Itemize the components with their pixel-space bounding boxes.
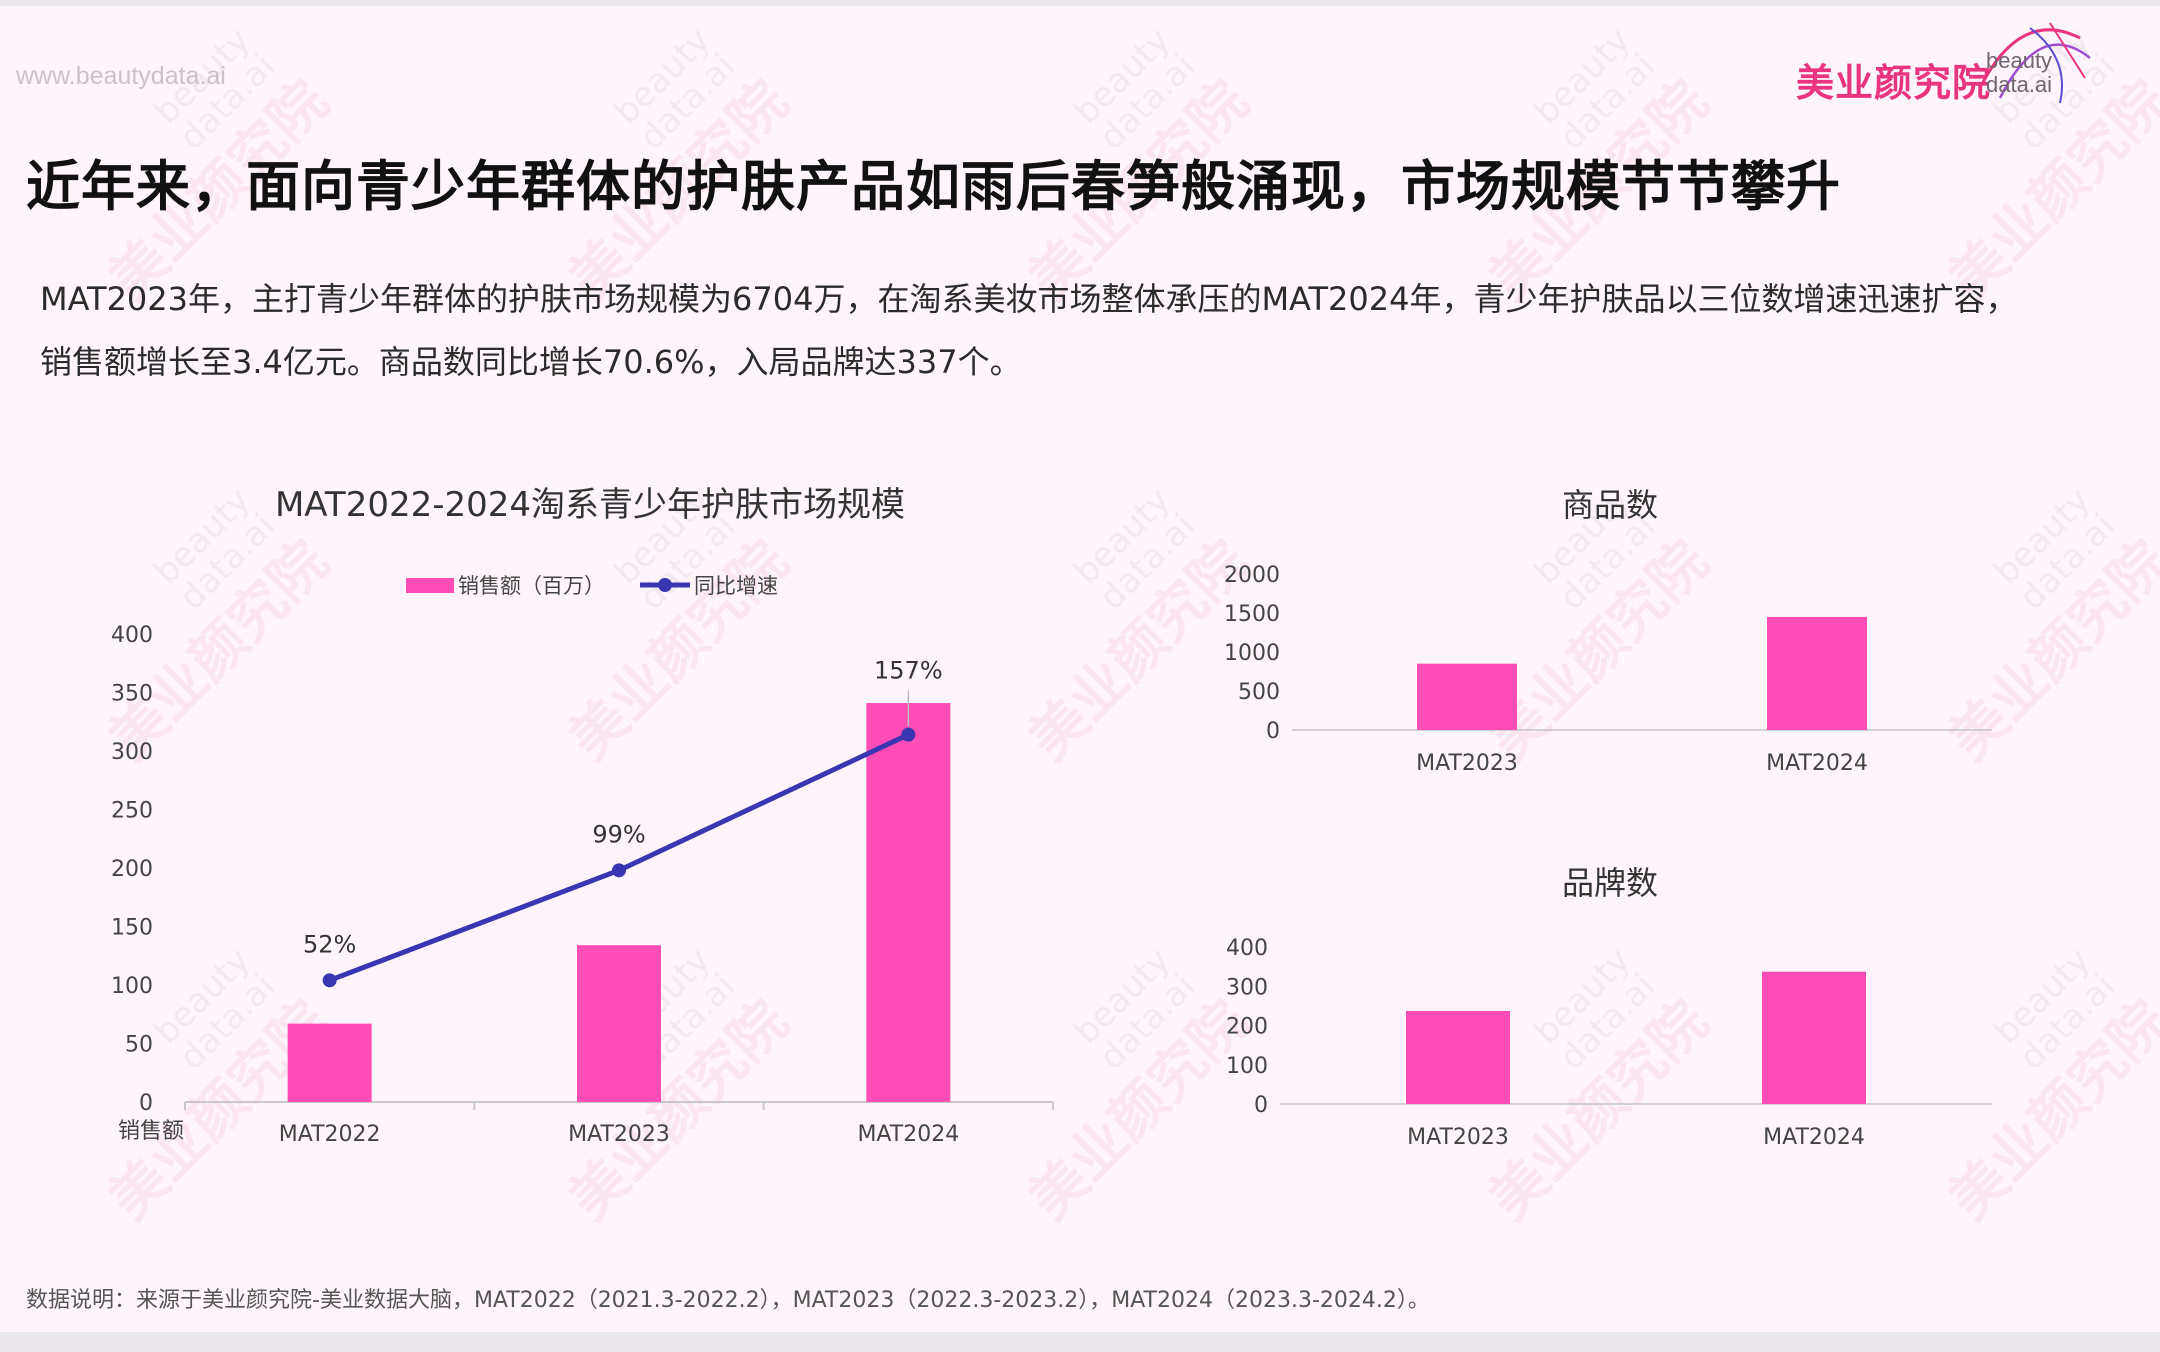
watermark-text: beauty — [1066, 20, 1178, 132]
y-tick-label: 2000 — [1224, 563, 1280, 588]
data-label-growth: 52% — [303, 930, 356, 958]
y-tick-label: 200 — [111, 857, 153, 882]
growth-point — [901, 727, 916, 742]
y-tick-label: 50 — [125, 1033, 153, 1058]
x-tick-label: MAT2024 — [857, 1122, 959, 1147]
growth-line — [328, 732, 910, 983]
bar — [1767, 616, 1867, 730]
y-tick-label: 1000 — [1224, 641, 1280, 666]
y-tick-label: 350 — [111, 682, 153, 707]
data-footnote: 数据说明：来源于美业颜究院-美业数据大脑，MAT2022（2021.3-2022… — [26, 1288, 1430, 1313]
watermark-text: beauty — [1526, 20, 1638, 132]
brand-logo: 美业颜究院 beauty data.ai — [1790, 18, 2100, 108]
x-tick-label: MAT2024 — [1766, 751, 1868, 776]
description: MAT2023年，主打青少年群体的护肤市场规模为6704万，在淘系美妆市场整体承… — [40, 268, 2140, 394]
page-title: 近年来，面向青少年群体的护肤产品如雨后春笋般涌现，市场规模节节攀升 — [26, 155, 1841, 218]
chart-title: MAT2022-2024淘系青少年护肤市场规模 — [275, 485, 905, 525]
y-tick-label: 250 — [111, 799, 153, 824]
watermark-text: data.ai — [2012, 966, 2123, 1077]
y-tick-label: 400 — [1226, 936, 1268, 961]
logo-swirl-icon — [1978, 22, 2091, 104]
x-tick-label: MAT2023 — [1416, 751, 1518, 776]
logo-text-en-2: data.ai — [1986, 72, 2053, 97]
x-tick-label: MAT2024 — [1763, 1125, 1865, 1150]
y-tick-label: 500 — [1238, 680, 1280, 705]
y-tick-label: 100 — [1226, 1054, 1268, 1079]
growth-point — [612, 863, 626, 878]
bar — [1406, 1010, 1510, 1104]
bar-sales — [577, 945, 661, 1102]
y-tick-label: 150 — [111, 916, 153, 941]
bar-sales — [866, 703, 951, 1102]
bar — [1417, 663, 1517, 730]
y-tick-label: 1500 — [1224, 602, 1280, 627]
legend-swatch-sales — [406, 578, 454, 593]
chart-title: 品牌数 — [1562, 864, 1658, 902]
y-tick-label: 400 — [111, 623, 153, 648]
y-tick-label: 0 — [1266, 719, 1280, 744]
watermark-text: beauty — [606, 20, 718, 132]
slide: 美业颜究院 beauty data.ai 美业颜究院 beauty data.ai 美业颜究… — [0, 6, 2160, 1332]
logo-text-en-1: beauty — [1986, 48, 2053, 73]
y-tick-label: 300 — [1226, 975, 1268, 1000]
chart-title: 商品数 — [1562, 486, 1658, 524]
description-line-1: MAT2023年，主打青少年群体的护肤市场规模为6704万，在淘系美妆市场整体承… — [40, 280, 2018, 318]
bar — [1762, 971, 1866, 1104]
logo-text-cn: 美业颜究院 — [1796, 61, 1992, 105]
x-tick-label: MAT2023 — [1407, 1125, 1509, 1150]
bar-sales — [287, 1023, 372, 1102]
legend-label-growth: 同比增速 — [694, 574, 778, 598]
x-tick-label: MAT2022 — [279, 1122, 381, 1147]
y-axis-label: 销售额 — [118, 1119, 184, 1144]
data-label-growth: 157% — [874, 657, 943, 685]
brand-count-chart: 品牌数 0 100 200 300 400 MAT2023 MAT2024 — [1226, 864, 1992, 1150]
y-tick-label: 0 — [139, 1091, 153, 1116]
y-tick-label: 100 — [111, 974, 153, 999]
legend-marker-growth — [658, 578, 672, 592]
y-tick-label: 0 — [1254, 1093, 1268, 1118]
legend-label-sales: 销售额（百万） — [458, 574, 605, 598]
y-tick-label: 300 — [111, 740, 153, 765]
data-label-growth: 99% — [592, 820, 645, 848]
x-tick-label: MAT2023 — [568, 1122, 670, 1147]
product-count-chart: 商品数 0 500 1000 1500 2000 MAT2023 MAT2024 — [1224, 486, 1992, 776]
description-line-2: 销售额增长至3.4亿元。商品数同比增长70.6%，入局品牌达337个。 — [40, 343, 1022, 381]
y-tick-label: 200 — [1226, 1015, 1268, 1040]
site-url[interactable]: www.beautydata.ai — [16, 62, 226, 90]
watermark-text: data.ai — [2012, 506, 2123, 617]
growth-point — [322, 973, 337, 988]
